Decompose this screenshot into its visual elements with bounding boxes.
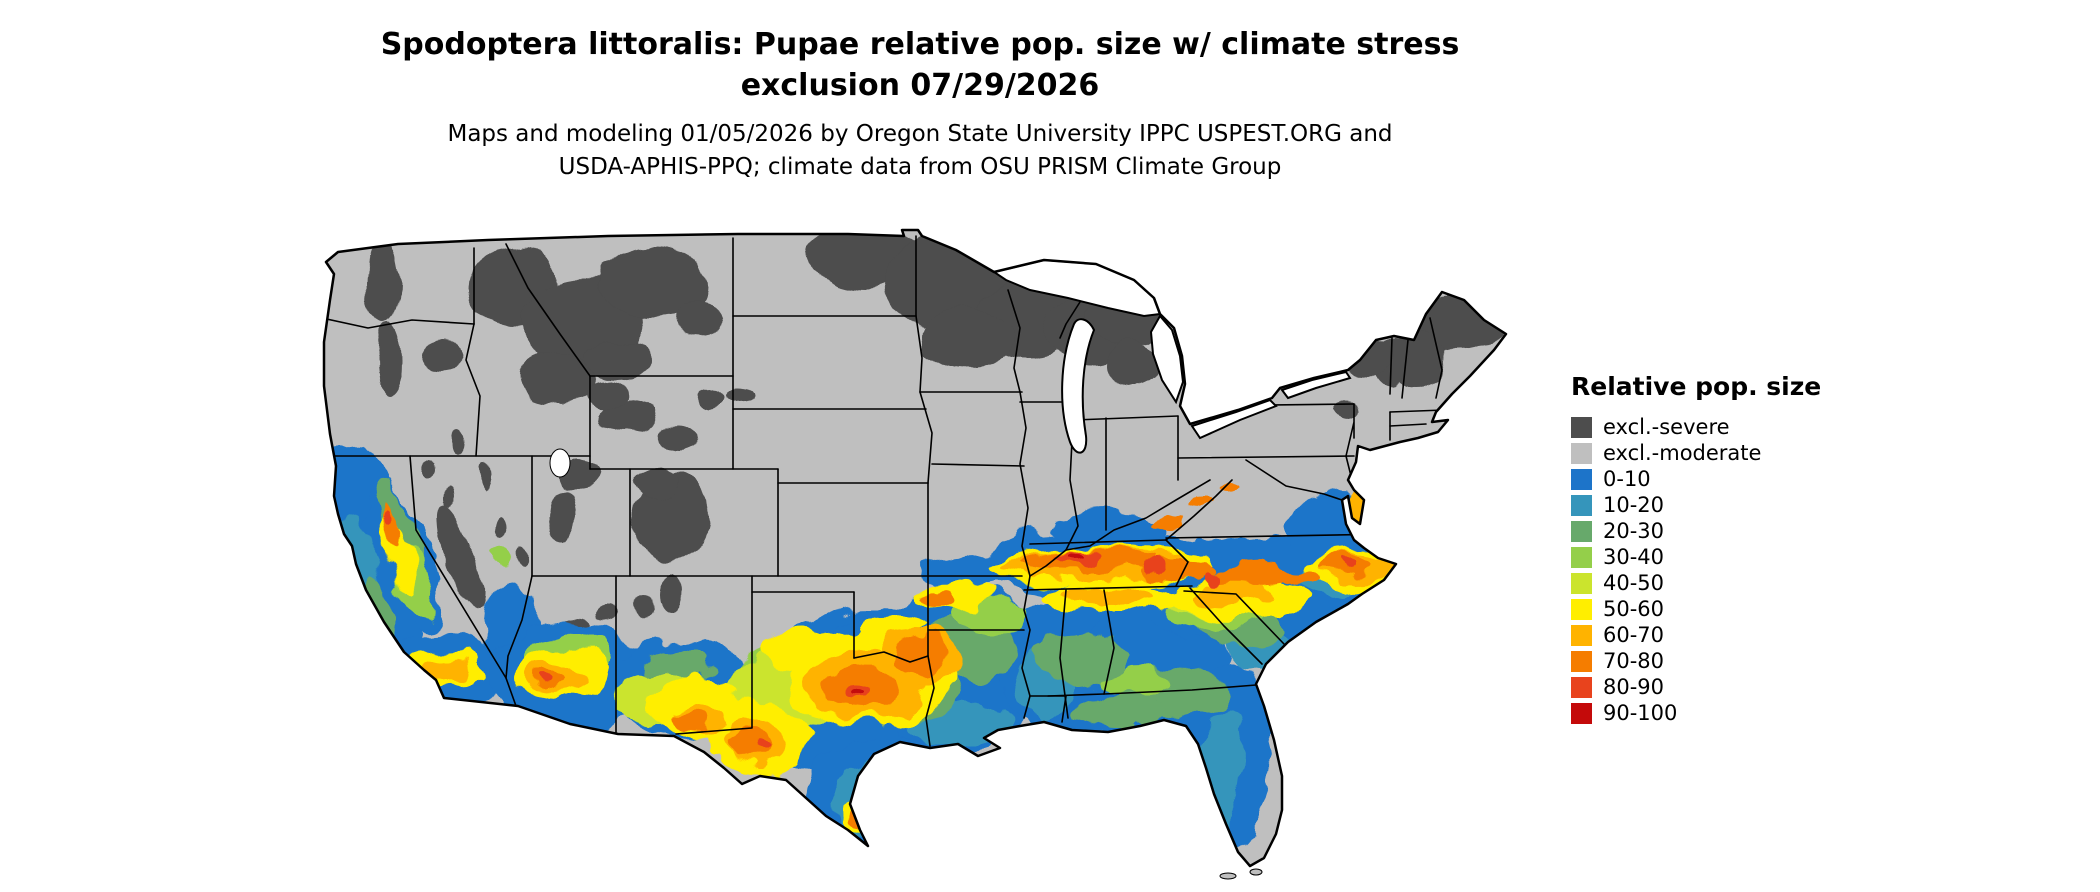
map-title: Spodoptera littoralis: Pupae relative po… <box>0 24 1840 106</box>
map-title-line2: exclusion 07/29/2026 <box>740 68 1100 103</box>
map-title-line1: Spodoptera littoralis: Pupae relative po… <box>380 27 1460 62</box>
legend-row: 0-10 <box>1571 466 1831 492</box>
lake-erie <box>1190 398 1278 440</box>
legend-row: excl.-moderate <box>1571 440 1831 466</box>
legend: Relative pop. size excl.-severe excl.-mo… <box>1571 372 1831 726</box>
legend-swatch-90-100 <box>1571 702 1592 724</box>
legend-label: 0-10 <box>1603 467 1651 491</box>
us-risk-map <box>308 228 1528 884</box>
legend-row: excl.-severe <box>1571 414 1831 440</box>
figure-header: Spodoptera littoralis: Pupae relative po… <box>0 24 1840 184</box>
lake-huron <box>1149 314 1185 405</box>
florida-keys <box>1219 868 1263 880</box>
legend-label: 40-50 <box>1603 571 1665 595</box>
legend-title: Relative pop. size <box>1571 372 1822 401</box>
legend-label: 20-30 <box>1603 519 1665 543</box>
risk-zone-90-100 <box>852 554 1084 702</box>
legend-row: 50-60 <box>1571 596 1831 622</box>
excl-severe-patches <box>367 230 1503 638</box>
legend-row: 60-70 <box>1571 622 1831 648</box>
us-outline <box>322 228 1508 868</box>
legend-swatch-40-50 <box>1571 572 1592 594</box>
legend-swatch-20-30 <box>1571 520 1592 542</box>
map-subtitle-line2: USDA-APHIS-PPQ; climate data from OSU PR… <box>558 154 1282 180</box>
legend-swatch-80-90 <box>1571 676 1592 698</box>
lake-michigan <box>1061 318 1096 454</box>
map-subtitle: Maps and modeling 01/05/2026 by Oregon S… <box>0 118 1840 184</box>
great-salt-lake <box>549 448 571 478</box>
legend-label: 90-100 <box>1603 701 1678 725</box>
legend-label: excl.-moderate <box>1603 441 1762 465</box>
legend-row: 80-90 <box>1571 674 1831 700</box>
legend-row: 40-50 <box>1571 570 1831 596</box>
legend-row: 20-30 <box>1571 518 1831 544</box>
legend-row: 90-100 <box>1571 700 1831 726</box>
lake-ontario <box>1280 370 1352 400</box>
legend-swatch-excl-moderate <box>1571 442 1592 464</box>
legend-label: 30-40 <box>1603 545 1665 569</box>
legend-swatch-0-10 <box>1571 468 1592 490</box>
risk-zone-70-80 <box>380 481 1378 822</box>
legend-swatch-50-60 <box>1571 598 1592 620</box>
legend-label: 50-60 <box>1603 597 1665 621</box>
legend-swatch-70-80 <box>1571 650 1592 672</box>
legend-label: 80-90 <box>1603 675 1665 699</box>
state-borders <box>324 235 1445 747</box>
legend-row: 30-40 <box>1571 544 1831 570</box>
legend-swatch-30-40 <box>1571 546 1592 568</box>
legend-label: 70-80 <box>1603 649 1665 673</box>
legend-swatch-excl-severe <box>1571 416 1592 438</box>
legend-row: 70-80 <box>1571 648 1831 674</box>
legend-row: 10-20 <box>1571 492 1831 518</box>
legend-swatch-60-70 <box>1571 624 1592 646</box>
map-subtitle-line1: Maps and modeling 01/05/2026 by Oregon S… <box>447 121 1393 147</box>
legend-swatch-10-20 <box>1571 494 1592 516</box>
legend-label: excl.-severe <box>1603 415 1730 439</box>
legend-label: 60-70 <box>1603 623 1665 647</box>
legend-label: 10-20 <box>1603 493 1665 517</box>
